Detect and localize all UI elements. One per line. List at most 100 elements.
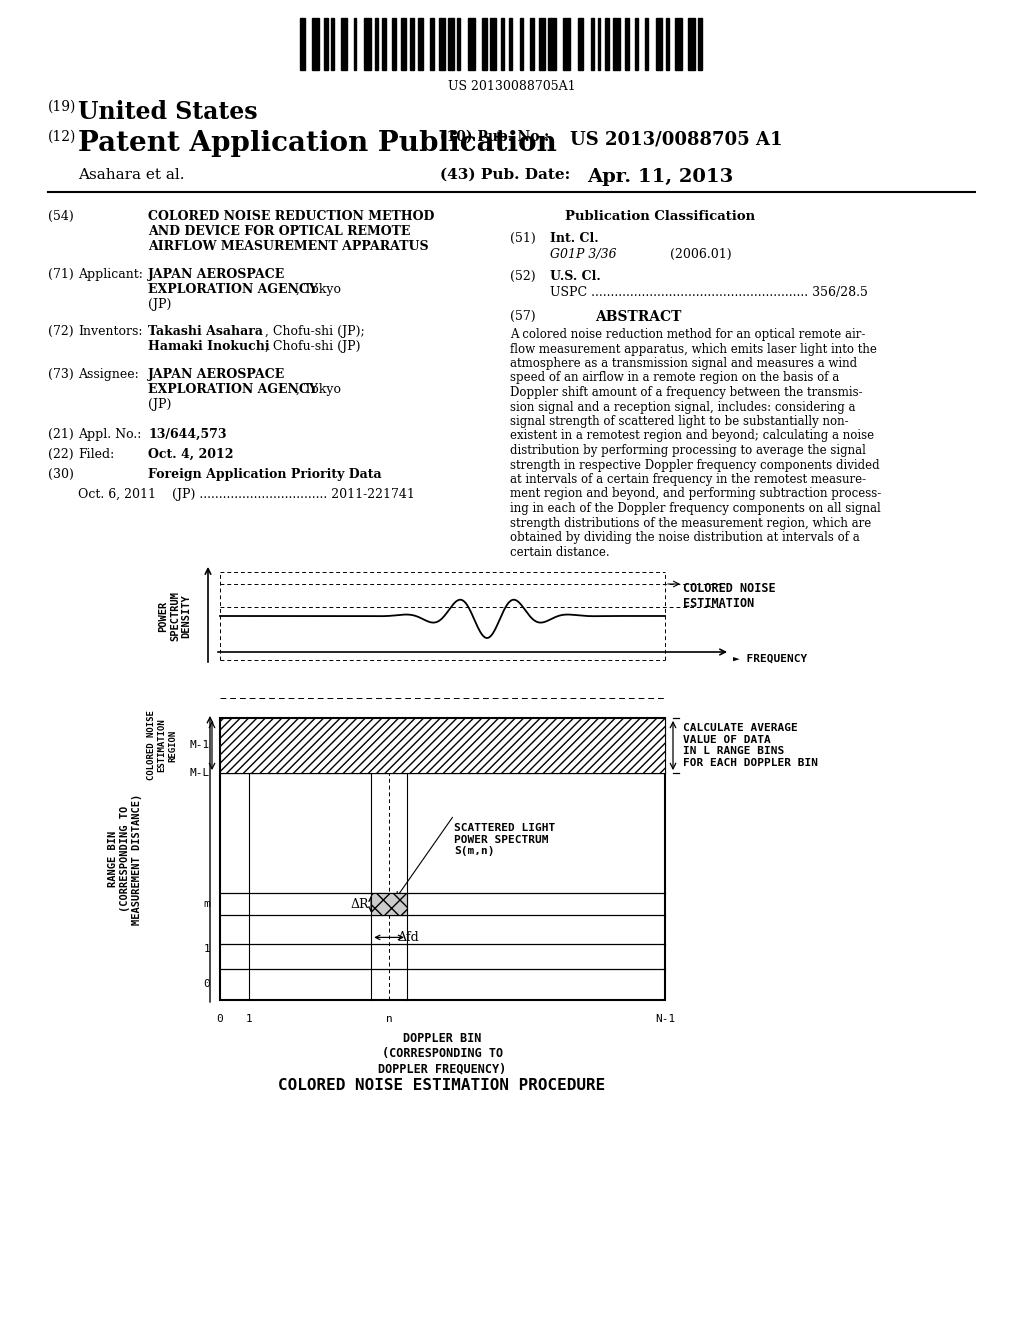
- Text: ► FREQUENCY: ► FREQUENCY: [733, 653, 807, 664]
- Bar: [220, 718, 665, 774]
- Text: EXPLORATION AGENCY: EXPLORATION AGENCY: [148, 383, 317, 396]
- Text: Filed:: Filed:: [78, 447, 115, 461]
- Bar: [482, 18, 486, 70]
- Text: Inventors:: Inventors:: [78, 325, 142, 338]
- Text: SCATTERED LIGHT
POWER SPECTRUM
S(m,n): SCATTERED LIGHT POWER SPECTRUM S(m,n): [454, 822, 555, 857]
- Bar: [332, 18, 334, 70]
- Text: N-1: N-1: [655, 1014, 675, 1024]
- Text: JAPAN AEROSPACE: JAPAN AEROSPACE: [148, 268, 286, 281]
- Text: , Chofu-shi (JP): , Chofu-shi (JP): [265, 341, 360, 352]
- Text: at intervals of a certain frequency in the remotest measure-: at intervals of a certain frequency in t…: [510, 473, 866, 486]
- Text: AIRFLOW MEASUREMENT APPARATUS: AIRFLOW MEASUREMENT APPARATUS: [148, 240, 429, 253]
- Text: DOPPLER BIN
(CORRESPONDING TO
DOPPLER FREQUENCY): DOPPLER BIN (CORRESPONDING TO DOPPLER FR…: [379, 1032, 507, 1074]
- Text: Appl. No.:: Appl. No.:: [78, 428, 141, 441]
- Text: Takashi Asahara: Takashi Asahara: [148, 325, 263, 338]
- Text: Foreign Application Priority Data: Foreign Application Priority Data: [148, 469, 382, 480]
- Text: 0: 0: [203, 979, 210, 990]
- Bar: [372, 892, 407, 915]
- Text: ment region and beyond, and performing subtraction process-: ment region and beyond, and performing s…: [510, 487, 882, 500]
- Text: flow measurement apparatus, which emits laser light into the: flow measurement apparatus, which emits …: [510, 342, 877, 355]
- Bar: [635, 18, 638, 70]
- Text: (JP): (JP): [148, 298, 171, 312]
- Bar: [548, 18, 556, 70]
- Text: Apr. 11, 2013: Apr. 11, 2013: [587, 168, 733, 186]
- Bar: [605, 18, 609, 70]
- Bar: [341, 18, 347, 70]
- Text: (12): (12): [48, 129, 77, 144]
- Text: (JP): (JP): [148, 399, 171, 411]
- Text: M-1: M-1: [189, 741, 210, 751]
- Bar: [613, 18, 621, 70]
- Text: G01P 3/36: G01P 3/36: [550, 248, 616, 261]
- Text: (10) Pub. No.:: (10) Pub. No.:: [440, 129, 549, 144]
- Text: COLORED NOISE ESTIMATION PROCEDURE: COLORED NOISE ESTIMATION PROCEDURE: [279, 1078, 605, 1093]
- Text: strength in respective Doppler frequency components divided: strength in respective Doppler frequency…: [510, 458, 880, 471]
- Text: POWER
SPECTRUM
DENSITY: POWER SPECTRUM DENSITY: [159, 591, 191, 642]
- Text: AND DEVICE FOR OPTICAL REMOTE: AND DEVICE FOR OPTICAL REMOTE: [148, 224, 411, 238]
- Text: EXPLORATION AGENCY: EXPLORATION AGENCY: [148, 282, 317, 296]
- Bar: [430, 18, 434, 70]
- Text: sion signal and a reception signal, includes: considering a: sion signal and a reception signal, incl…: [510, 400, 855, 413]
- Bar: [468, 18, 475, 70]
- Bar: [645, 18, 648, 70]
- Text: U.S. Cl.: U.S. Cl.: [550, 271, 601, 282]
- Text: Oct. 4, 2012: Oct. 4, 2012: [148, 447, 233, 461]
- Text: Oct. 6, 2011    (JP) ................................. 2011-221741: Oct. 6, 2011 (JP) ......................…: [78, 488, 415, 502]
- Text: Patent Application Publication: Patent Application Publication: [78, 129, 557, 157]
- Text: Hamaki Inokuchi: Hamaki Inokuchi: [148, 341, 269, 352]
- Text: (72): (72): [48, 325, 74, 338]
- Text: US 20130088705A1: US 20130088705A1: [449, 81, 575, 92]
- Text: (57): (57): [510, 310, 536, 323]
- Text: certain distance.: certain distance.: [510, 545, 609, 558]
- Bar: [688, 18, 695, 70]
- Text: CALCULATE AVERAGE
VALUE OF DATA
IN L RANGE BINS
FOR EACH DOPPLER BIN: CALCULATE AVERAGE VALUE OF DATA IN L RAN…: [683, 723, 818, 768]
- Bar: [655, 18, 663, 70]
- Text: Doppler shift amount of a frequency between the transmis-: Doppler shift amount of a frequency betw…: [510, 385, 862, 399]
- Bar: [375, 18, 378, 70]
- Bar: [563, 18, 570, 70]
- Text: JAPAN AEROSPACE: JAPAN AEROSPACE: [148, 368, 286, 381]
- Text: , Tokyo: , Tokyo: [296, 282, 341, 296]
- Text: speed of an airflow in a remote region on the basis of a: speed of an airflow in a remote region o…: [510, 371, 840, 384]
- Text: Publication Classification: Publication Classification: [565, 210, 755, 223]
- Bar: [676, 18, 682, 70]
- Bar: [439, 18, 445, 70]
- Text: COLORED NOISE
ESTIMATION: COLORED NOISE ESTIMATION: [683, 582, 775, 610]
- Text: 13/644,573: 13/644,573: [148, 428, 226, 441]
- Bar: [419, 18, 424, 70]
- Text: COLORED NOISE
ESTIMATION
REGION: COLORED NOISE ESTIMATION REGION: [147, 710, 177, 780]
- Bar: [325, 18, 328, 70]
- Text: (73): (73): [48, 368, 74, 381]
- Bar: [519, 18, 523, 70]
- Text: 1: 1: [203, 944, 210, 953]
- Text: (21): (21): [48, 428, 74, 441]
- Bar: [300, 18, 304, 70]
- Bar: [220, 718, 665, 1001]
- Text: m: m: [203, 899, 210, 909]
- Bar: [489, 18, 496, 70]
- Bar: [501, 18, 504, 70]
- Bar: [353, 18, 356, 70]
- Text: signal strength of scattered light to be substantially non-: signal strength of scattered light to be…: [510, 414, 849, 428]
- Text: COLORED NOISE REDUCTION METHOD: COLORED NOISE REDUCTION METHOD: [148, 210, 434, 223]
- Text: (54): (54): [48, 210, 74, 223]
- Text: United States: United States: [78, 100, 258, 124]
- Text: , Chofu-shi (JP);: , Chofu-shi (JP);: [265, 325, 365, 338]
- Text: USPC ........................................................ 356/28.5: USPC ...................................…: [550, 286, 868, 300]
- Text: ΔR: ΔR: [350, 898, 369, 911]
- Text: distribution by performing processing to average the signal: distribution by performing processing to…: [510, 444, 866, 457]
- Bar: [312, 18, 318, 70]
- Text: Assignee:: Assignee:: [78, 368, 138, 381]
- Bar: [410, 18, 414, 70]
- Text: ABSTRACT: ABSTRACT: [595, 310, 681, 323]
- Text: A colored noise reduction method for an optical remote air-: A colored noise reduction method for an …: [510, 327, 865, 341]
- Text: (52): (52): [510, 271, 536, 282]
- Text: (43) Pub. Date:: (43) Pub. Date:: [440, 168, 570, 182]
- Bar: [666, 18, 669, 70]
- Bar: [382, 18, 386, 70]
- Text: Int. Cl.: Int. Cl.: [550, 232, 599, 246]
- Text: strength distributions of the measurement region, which are: strength distributions of the measuremen…: [510, 516, 871, 529]
- Text: (30): (30): [48, 469, 74, 480]
- Text: Asahara et al.: Asahara et al.: [78, 168, 184, 182]
- Bar: [625, 18, 629, 70]
